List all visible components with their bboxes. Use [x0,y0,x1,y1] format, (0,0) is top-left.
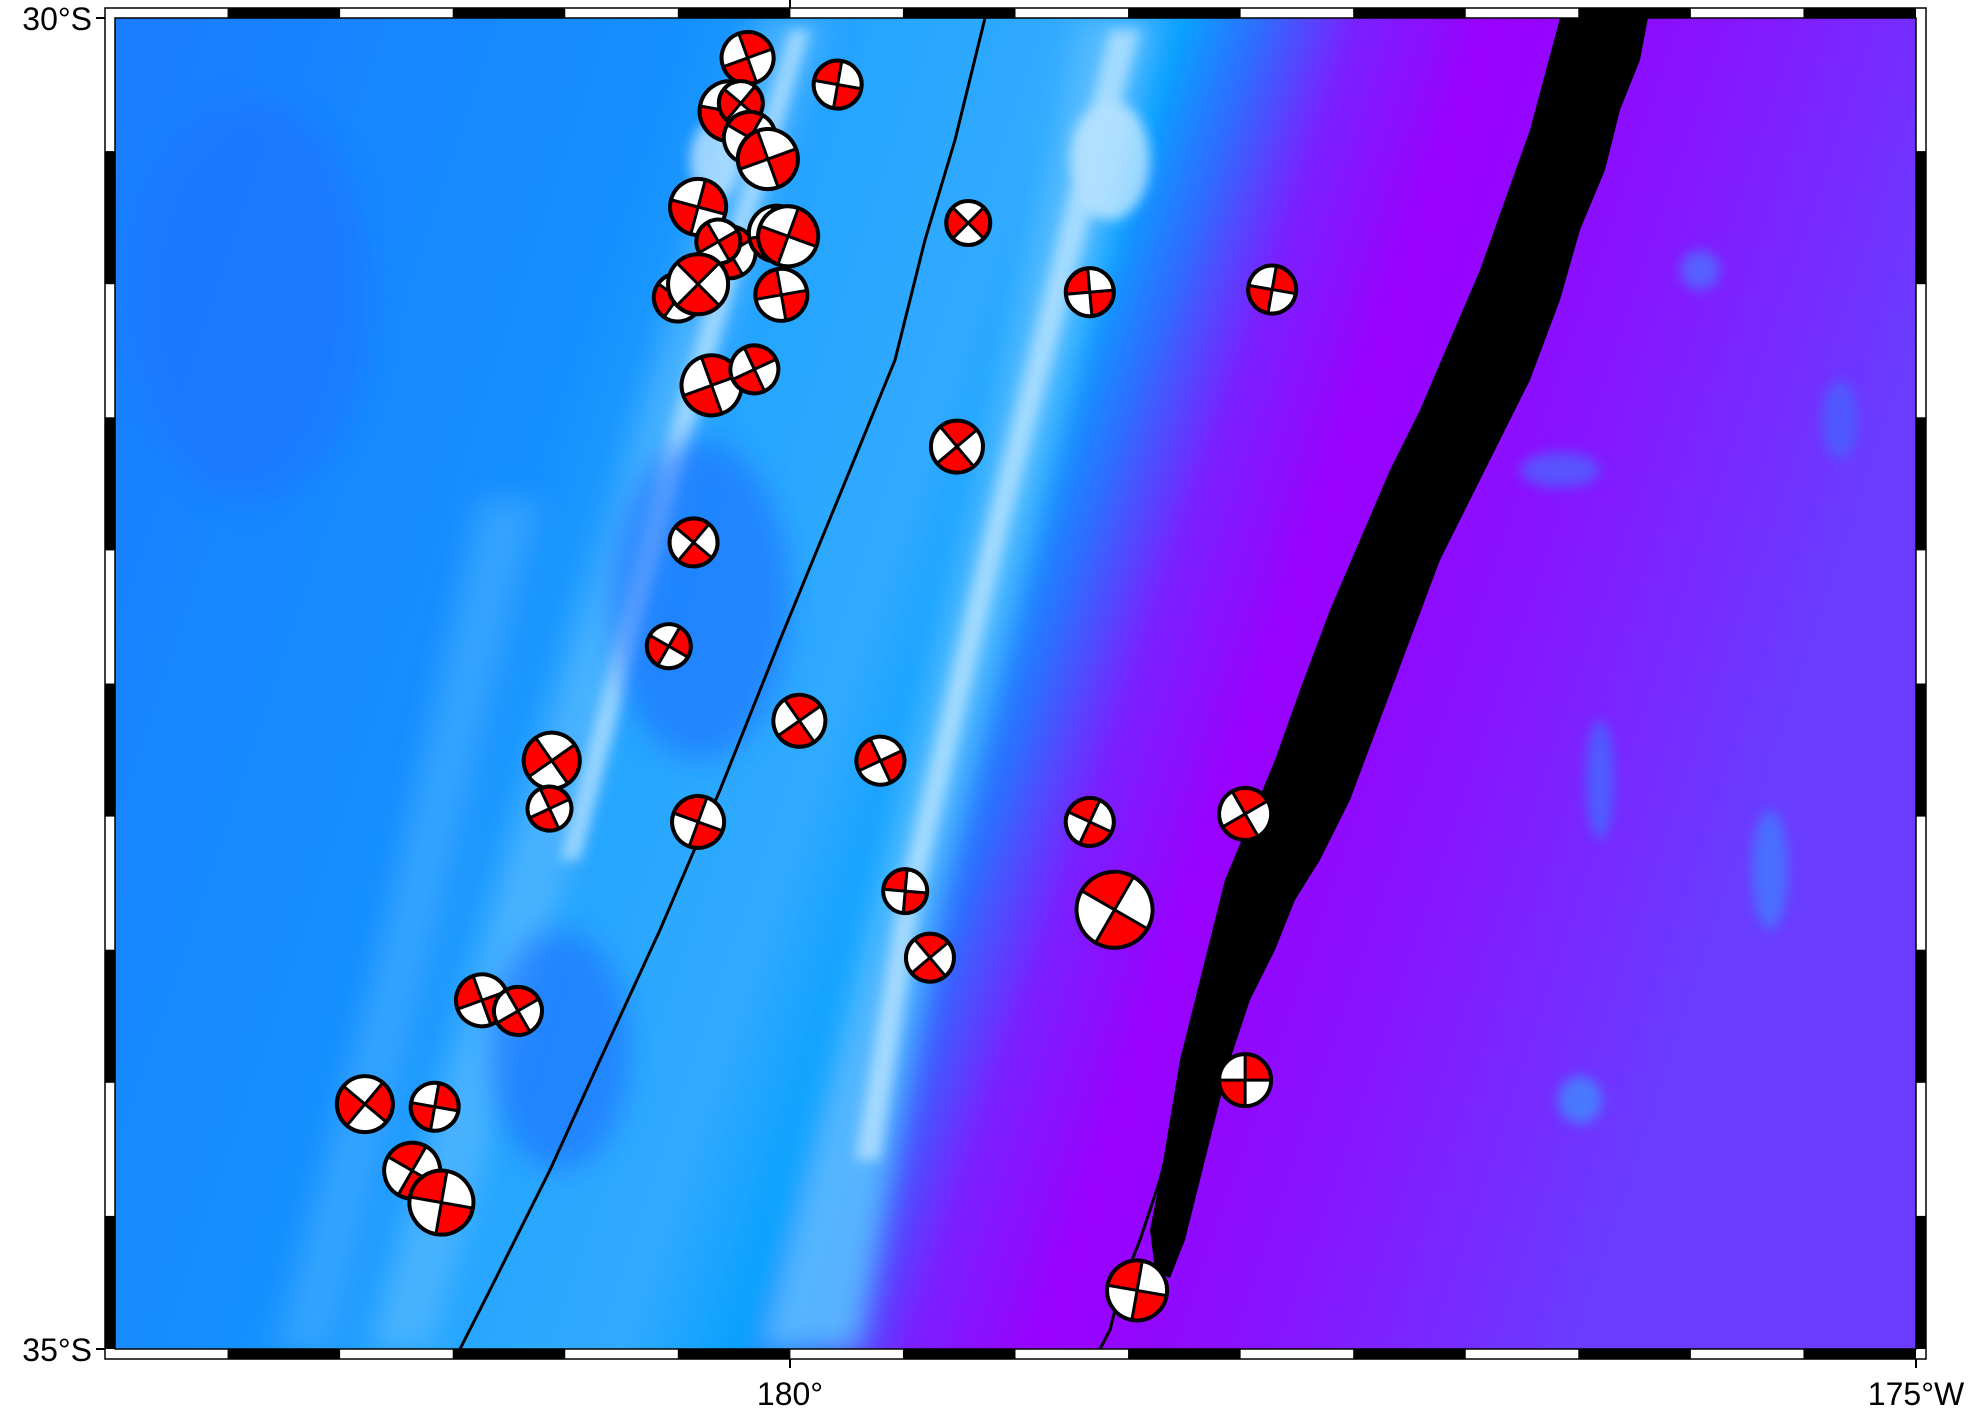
lat-label-top: 30°S [22,1,92,37]
beachball [854,734,907,787]
shallow-patch [1070,100,1150,220]
map-frame [96,0,1927,1368]
seamount [1520,452,1600,488]
basin [130,100,370,500]
beachball [407,1168,476,1237]
beachball [666,252,731,317]
beachball [771,692,828,749]
frame-segment [1803,1349,1916,1359]
frame-segment [1353,8,1466,18]
beachball [679,353,744,418]
frame-segment [227,1349,341,1359]
beachball [811,58,864,111]
beachball [881,867,930,916]
frame-segment [677,8,791,18]
basin [610,440,790,760]
frame-segment [1578,8,1691,18]
frame-segment [105,417,115,551]
beachball [1217,785,1274,842]
beachball [644,622,693,671]
beachball [1074,869,1155,950]
basin [490,930,630,1170]
lon-label-right: 175°W [1868,1376,1965,1409]
frame-segment [105,683,115,817]
lat-label-bottom: 35°S [22,1332,92,1368]
beachball [728,343,781,396]
map-area [115,18,1916,1349]
trench [1150,18,1648,1278]
frame-segment [902,1349,1016,1359]
seamount [1822,380,1858,460]
frame-segment [1803,8,1916,18]
frame-segment [452,1349,566,1359]
beachball [1246,263,1299,316]
frame-segment [452,8,566,18]
beachball [903,931,956,984]
beachball [334,1074,395,1135]
ridge-east-crest [855,30,1140,1160]
beachball [1063,266,1116,319]
beachball [1105,1258,1170,1323]
frame-segment [1353,1349,1466,1359]
frame-segment [1128,1349,1241,1359]
frame-segment [1128,8,1241,18]
beachball [521,730,582,791]
beachball [753,266,810,323]
frame-segment [1916,417,1926,551]
frame-segment [105,1215,115,1349]
frame-segment [1578,1349,1691,1359]
frame-segment [1916,683,1926,817]
beachball [491,984,544,1037]
beachball [525,784,574,833]
frame-segment [227,8,341,18]
beachball [408,1080,461,1133]
seamount [1680,250,1720,290]
beachball [1217,1052,1274,1109]
frame-segment [105,949,115,1083]
beachball [756,204,821,269]
frame-segment [902,8,1016,18]
beachball [1063,795,1116,848]
frame-segment [1916,151,1926,285]
beachball [928,418,985,475]
lon-label-center: 180° [757,1376,823,1409]
beachball [719,29,776,86]
frame-segment [105,151,115,285]
frame-segment [1916,949,1926,1083]
plate-boundary-west [458,18,987,1349]
seamount [1558,1076,1602,1124]
beachball [670,793,727,850]
frame-segment [677,1349,791,1359]
ocean-background [115,18,1916,1349]
ridge-far-west [280,500,540,1349]
seamount [1752,810,1788,930]
beachball [944,198,993,247]
beachball [735,127,800,192]
frame-segment [1916,1215,1926,1349]
beachball [667,516,720,569]
seamount [1586,720,1614,840]
focal-mechanisms [334,29,1299,1323]
